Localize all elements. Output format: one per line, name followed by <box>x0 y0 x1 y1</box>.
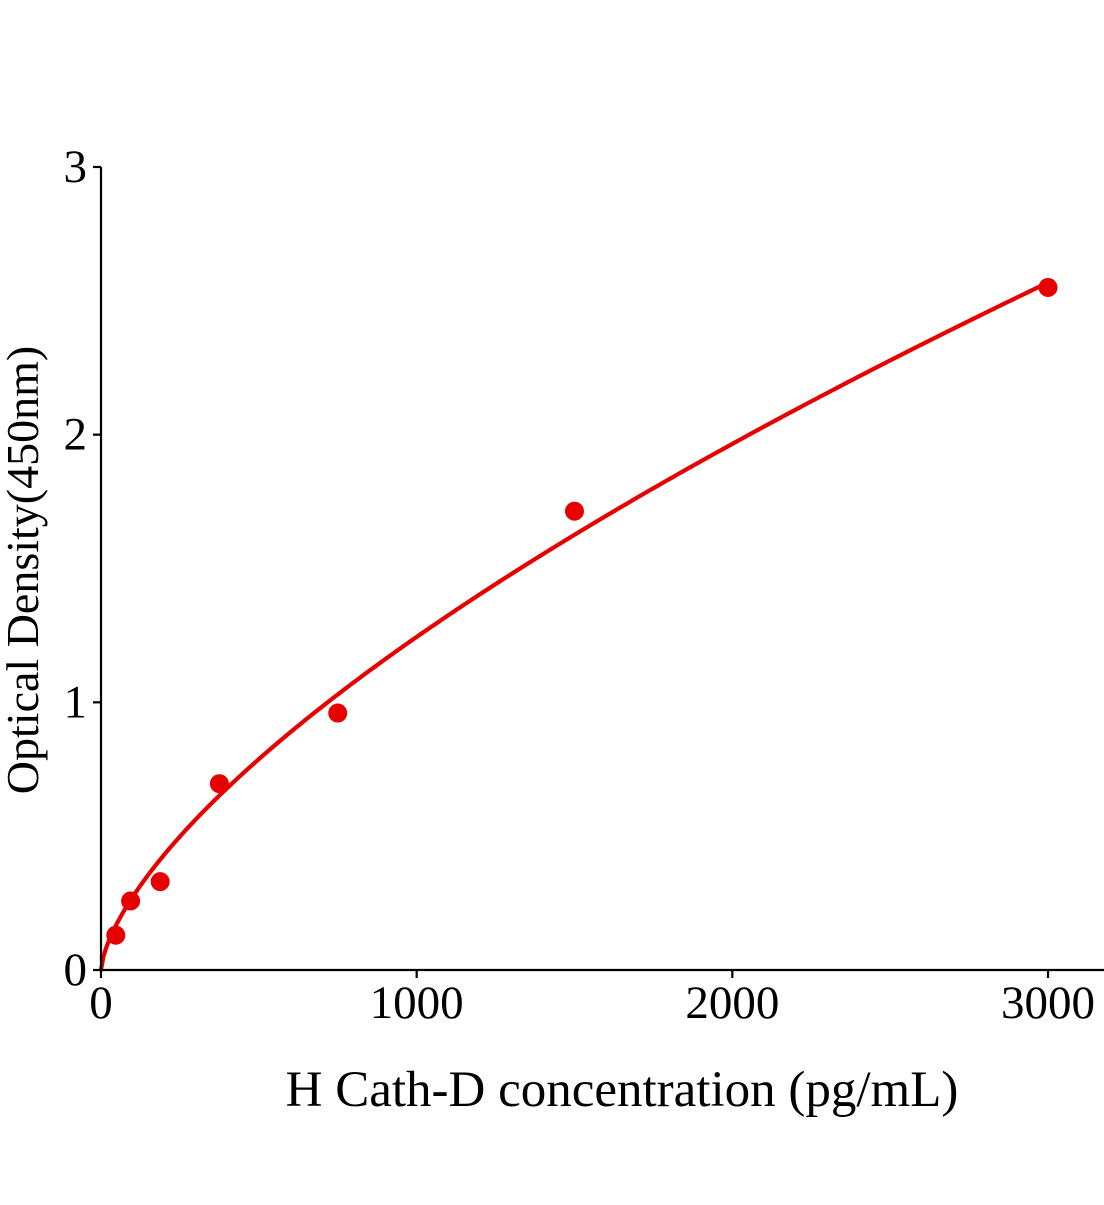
svg-text:0: 0 <box>89 977 113 1029</box>
svg-text:1000: 1000 <box>370 977 464 1029</box>
svg-text:1: 1 <box>64 676 88 728</box>
svg-text:Optical Density(450nm): Optical Density(450nm) <box>0 346 48 794</box>
svg-text:3000: 3000 <box>1001 977 1095 1029</box>
svg-text:0: 0 <box>64 944 88 996</box>
svg-text:2: 2 <box>64 409 88 461</box>
svg-text:2000: 2000 <box>685 977 779 1029</box>
svg-text:3: 3 <box>64 141 88 193</box>
svg-text:H Cath-D concentration (pg/mL): H Cath-D concentration (pg/mL) <box>286 1062 959 1118</box>
